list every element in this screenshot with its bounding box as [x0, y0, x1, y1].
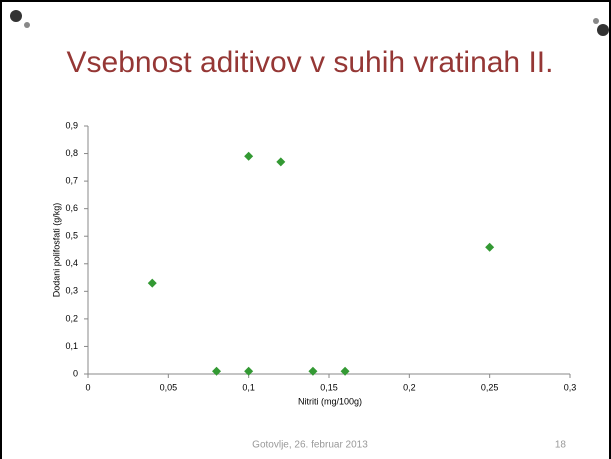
scatter-point — [212, 366, 222, 376]
scatter-point — [244, 366, 254, 376]
y-tick-label: 0,7 — [65, 175, 78, 185]
footer: Gotovlje, 26. februar 2013 — [252, 440, 368, 451]
bullet — [597, 24, 609, 36]
scatter-point — [340, 366, 350, 376]
scatter-point — [485, 242, 495, 252]
x-tick-label: 0,1 — [242, 382, 255, 392]
x-tick-label: 0,25 — [481, 382, 499, 392]
scatter-point — [276, 157, 286, 167]
chart-title: Vsebnost aditivov v suhih vratinah II. — [67, 46, 554, 79]
bullet — [10, 10, 22, 22]
y-tick-label: 0,8 — [65, 148, 78, 158]
x-tick-label: 0,3 — [564, 382, 577, 392]
scatter-point — [308, 366, 318, 376]
x-tick-label: 0,15 — [320, 382, 338, 392]
slide-number: 18 — [555, 440, 567, 451]
x-tick-label: 0,2 — [403, 382, 416, 392]
scatter-point — [147, 278, 157, 288]
y-axis-label: Dodani polifosfati (g/kg) — [51, 203, 61, 298]
y-tick-label: 0,9 — [65, 120, 78, 130]
y-tick-label: 0,5 — [65, 231, 78, 241]
y-tick-label: 0,3 — [65, 286, 78, 296]
y-tick-label: 0,4 — [65, 258, 78, 268]
y-tick-label: 0,2 — [65, 313, 78, 323]
x-axis-label: Nitriti (mg/100g) — [298, 396, 362, 406]
x-tick-label: 0 — [85, 382, 90, 392]
y-tick-label: 0 — [73, 368, 78, 378]
y-tick-label: 0,1 — [65, 341, 78, 351]
bullet — [24, 22, 30, 28]
bullet — [593, 18, 599, 24]
y-tick-label: 0,6 — [65, 203, 78, 213]
scatter-point — [244, 151, 254, 161]
x-tick-label: 0,05 — [160, 382, 178, 392]
